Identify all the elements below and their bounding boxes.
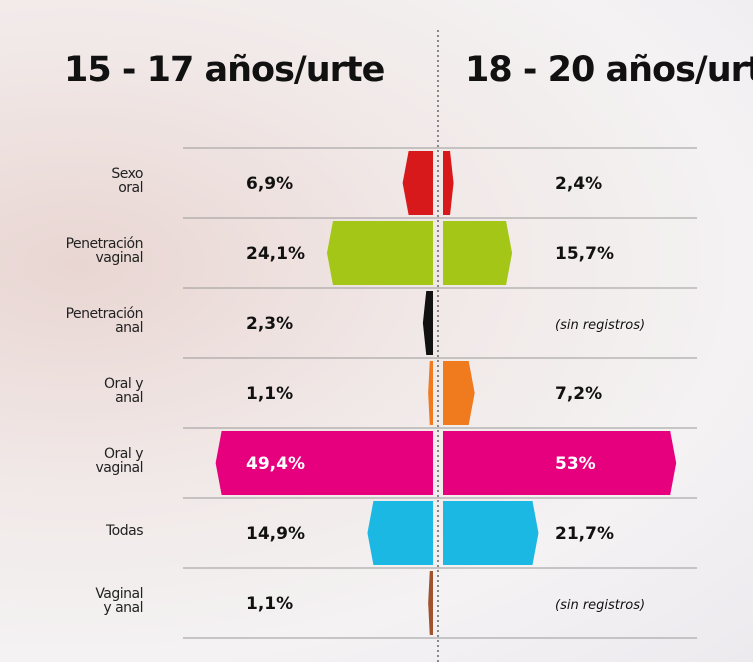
category-label: Todas xyxy=(106,523,144,539)
value-label: (sin registros) xyxy=(555,598,645,613)
value-label: 21,7% xyxy=(555,524,614,544)
bar xyxy=(215,431,433,495)
bar xyxy=(443,361,475,425)
value-label: 2,3% xyxy=(246,314,293,334)
series-title: 18 - 20 años/urte xyxy=(465,50,753,90)
bar xyxy=(443,501,539,565)
bar xyxy=(367,501,433,565)
value-label: (sin registros) xyxy=(555,318,645,333)
value-label: 49,4% xyxy=(246,454,305,474)
bar xyxy=(443,221,513,285)
value-label: 24,1% xyxy=(246,244,305,264)
category-label: Oral y vaginal xyxy=(95,446,144,476)
value-label: 15,7% xyxy=(555,244,614,264)
value-label: 6,9% xyxy=(246,174,293,194)
category-label: Penetración anal xyxy=(65,306,144,336)
value-label: 14,9% xyxy=(246,524,305,544)
bar xyxy=(443,431,677,495)
value-label: 7,2% xyxy=(555,384,602,404)
category-label: Oral y anal xyxy=(104,376,143,406)
value-label: 2,4% xyxy=(555,174,602,194)
value-label: 1,1% xyxy=(246,594,293,614)
series-title: 15 - 17 años/urte xyxy=(64,50,385,90)
bar xyxy=(443,151,454,215)
category-label: Penetración vaginal xyxy=(65,236,144,266)
category-label: Sexo oral xyxy=(111,166,143,196)
category-label: Vaginal y anal xyxy=(95,586,143,616)
bar xyxy=(428,571,433,635)
value-label: 53% xyxy=(555,454,596,474)
value-label: 1,1% xyxy=(246,384,293,404)
bar xyxy=(428,361,433,425)
bar xyxy=(326,221,433,285)
bar xyxy=(422,291,433,355)
bar xyxy=(402,151,433,215)
